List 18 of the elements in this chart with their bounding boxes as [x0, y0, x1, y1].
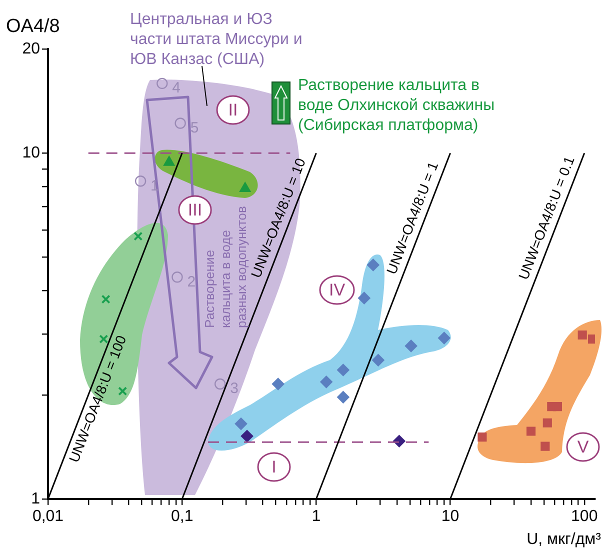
y-tick-label: 20 [22, 40, 40, 58]
annotation: III [188, 200, 202, 220]
annotation: V [577, 438, 590, 457]
x-tick-label: 0,1 [170, 508, 194, 526]
annotation: II [228, 100, 238, 120]
annotation: Центральная и ЮЗ части штата Миссури и ЮВ Канзас (США) [130, 11, 302, 68]
y-tick-label: 1 [31, 490, 40, 508]
y-tick-label: 10 [22, 144, 40, 162]
x-tick-label: 1 [312, 508, 321, 526]
x-axis-title: U, мкг/дм³ [526, 531, 602, 548]
annotation: Растворение кальцита в воде Олхинской скважины (Сибирская платформа) [298, 77, 495, 134]
y-axis-title: OA4/8 [6, 16, 60, 37]
x-tick-label: 0,01 [32, 508, 64, 526]
annotation: I [272, 458, 276, 477]
annotation: Растворение кальцита в воде разных водопунктов [202, 206, 249, 328]
annotation: IV [328, 280, 346, 300]
x-tick-label: 100 [571, 508, 598, 526]
x-tick-label: 10 [441, 508, 460, 526]
